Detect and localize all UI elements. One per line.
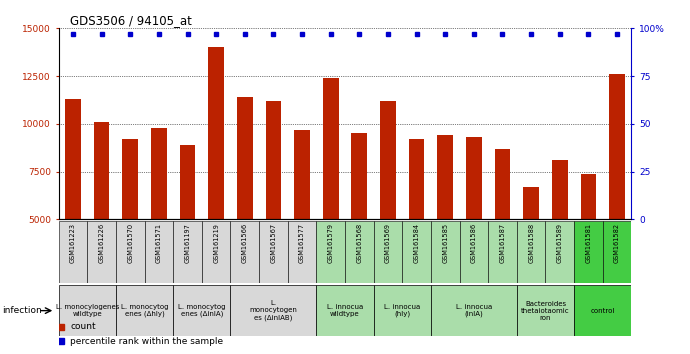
Text: L. innocua
(hly): L. innocua (hly)	[384, 304, 420, 318]
Bar	[116, 221, 145, 283]
Bar	[323, 78, 339, 315]
Bar	[408, 139, 424, 315]
Bar	[266, 101, 282, 315]
Bar	[517, 285, 574, 336]
Text: L. innocua
(inlA): L. innocua (inlA)	[455, 304, 492, 318]
Bar	[609, 74, 625, 315]
Text: GSM161568: GSM161568	[356, 223, 362, 263]
Bar	[173, 221, 202, 283]
Bar	[237, 97, 253, 315]
Bar	[489, 221, 517, 283]
Bar	[460, 221, 489, 283]
Bar	[574, 285, 631, 336]
Text: GSM161567: GSM161567	[270, 223, 277, 263]
Text: L. innocua
wildtype: L. innocua wildtype	[327, 304, 363, 317]
Bar	[466, 137, 482, 315]
Bar	[173, 285, 230, 336]
Bar	[230, 285, 317, 336]
Text: GSM161585: GSM161585	[442, 223, 448, 263]
Bar	[345, 221, 374, 283]
Bar	[546, 221, 574, 283]
Text: GSM161587: GSM161587	[500, 223, 506, 263]
Bar	[316, 285, 374, 336]
Bar	[374, 221, 402, 283]
Bar	[437, 135, 453, 315]
Bar	[374, 285, 431, 336]
Bar	[202, 221, 230, 283]
Text: GSM161569: GSM161569	[385, 223, 391, 263]
Bar	[208, 47, 224, 315]
Text: count: count	[70, 322, 96, 331]
Text: GSM161219: GSM161219	[213, 223, 219, 263]
Text: GSM161584: GSM161584	[413, 223, 420, 263]
Text: GSM161581: GSM161581	[585, 223, 591, 263]
Text: percentile rank within the sample: percentile rank within the sample	[70, 337, 223, 346]
Text: GSM161582: GSM161582	[614, 223, 620, 263]
Text: GSM161588: GSM161588	[528, 223, 534, 263]
Text: control: control	[591, 308, 615, 314]
Bar	[517, 221, 546, 283]
Bar	[380, 101, 396, 315]
Bar	[495, 149, 511, 315]
Text: GDS3506 / 94105_at: GDS3506 / 94105_at	[70, 14, 192, 27]
Bar	[552, 160, 568, 315]
Bar	[116, 285, 173, 336]
Bar	[151, 128, 167, 315]
Text: GSM161571: GSM161571	[156, 223, 162, 263]
Bar	[230, 221, 259, 283]
Text: infection: infection	[2, 306, 42, 315]
Bar	[574, 221, 603, 283]
Bar	[351, 133, 367, 315]
Bar	[402, 221, 431, 283]
Text: GSM161566: GSM161566	[241, 223, 248, 263]
Bar	[603, 221, 631, 283]
Bar	[122, 139, 138, 315]
Text: GSM161226: GSM161226	[99, 223, 105, 263]
Text: Bacteroides
thetaiotaomic
ron: Bacteroides thetaiotaomic ron	[521, 301, 570, 321]
Bar	[316, 221, 345, 283]
Text: GSM161589: GSM161589	[557, 223, 563, 263]
Bar	[580, 173, 596, 315]
Bar	[259, 221, 288, 283]
Text: GSM161570: GSM161570	[127, 223, 133, 263]
Bar	[59, 221, 87, 283]
Bar	[94, 122, 110, 315]
Bar	[87, 221, 116, 283]
Text: L. monocytog
enes (Δhly): L. monocytog enes (Δhly)	[121, 304, 168, 318]
Bar	[431, 285, 517, 336]
Bar	[294, 130, 310, 315]
Text: GSM161579: GSM161579	[328, 223, 334, 263]
Bar	[145, 221, 173, 283]
Bar	[59, 285, 116, 336]
Text: L. monocylogenes
wildtype: L. monocylogenes wildtype	[56, 304, 119, 317]
Bar	[65, 99, 81, 315]
Bar	[431, 221, 460, 283]
Bar	[523, 187, 539, 315]
Text: GSM161586: GSM161586	[471, 223, 477, 263]
Text: L. monocytog
enes (ΔinlA): L. monocytog enes (ΔinlA)	[178, 304, 226, 318]
Bar	[288, 221, 316, 283]
Text: L.
monocytogen
es (ΔinlAB): L. monocytogen es (ΔinlAB)	[250, 301, 297, 321]
Text: GSM161223: GSM161223	[70, 223, 76, 263]
Text: GSM161197: GSM161197	[184, 223, 190, 263]
Text: GSM161577: GSM161577	[299, 223, 305, 263]
Bar	[179, 145, 195, 315]
